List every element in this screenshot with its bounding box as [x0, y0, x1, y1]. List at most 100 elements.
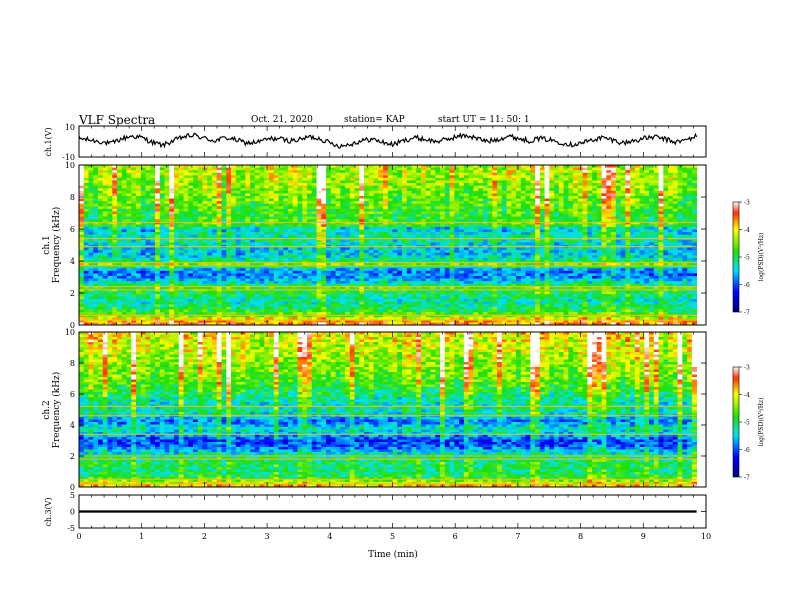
- ch1-spec-cell: [639, 201, 645, 205]
- ch1-spec-cell: [302, 180, 308, 184]
- ch1-spec-cell: [506, 214, 512, 218]
- ch1-spec-cell: [687, 185, 693, 189]
- ch1-spec-cell: [611, 226, 617, 230]
- ch1-spec-cell: [463, 255, 469, 259]
- ch1-spec-cell: [435, 216, 441, 220]
- ch1-spec-cell: [193, 250, 199, 254]
- ch1-spec-cell: [630, 203, 636, 207]
- ch1-spec-cell: [340, 234, 346, 238]
- ch1-spec-cell: [364, 221, 370, 225]
- ch1-spec-cell: [511, 234, 517, 238]
- ch1-spec-cell: [587, 165, 593, 168]
- ch1-spec-cell: [577, 242, 583, 246]
- ch1-spec-cell: [554, 167, 560, 171]
- ch1-spec-cell: [364, 193, 370, 197]
- ch1-spec-cell: [672, 232, 678, 236]
- ch1-spec-cell: [235, 214, 241, 218]
- ch1-spec-cell: [582, 208, 588, 212]
- ch1-spec-cell: [644, 229, 650, 233]
- ch1-spec-cell: [516, 257, 522, 261]
- ch1-spec-cell: [387, 170, 393, 174]
- ch1-spec-cell: [558, 242, 564, 246]
- ch1-spec-cell: [311, 247, 317, 251]
- ch1-spec-cell: [359, 185, 365, 189]
- ch1-spec-cell: [136, 234, 142, 238]
- ch1-spec-cell: [558, 183, 564, 187]
- ch1-spec-cell: [112, 211, 118, 215]
- ch1-spec-cell: [140, 206, 146, 210]
- ch1-spec-cell: [440, 177, 446, 181]
- ch1-spec-cell: [121, 234, 127, 238]
- ch1-spec-cell: [364, 190, 370, 194]
- ch1-spec-cell: [155, 234, 161, 238]
- ch1-spec-cell: [264, 232, 270, 236]
- ch1-spec-cell: [288, 167, 294, 171]
- ch1-spec-cell: [511, 193, 517, 197]
- ch1-spec-cell: [658, 165, 664, 168]
- ch1-spec-cell: [520, 214, 526, 218]
- ch1-spec-cell: [582, 252, 588, 256]
- ch1-spec-cell: [497, 242, 503, 246]
- ch1-spec-cell: [601, 232, 607, 236]
- ch1-spec-cell: [383, 234, 389, 238]
- ch1-spec-cell: [378, 190, 384, 194]
- ch1-spec-cell: [511, 250, 517, 254]
- ch1-spec-cell: [216, 193, 222, 197]
- ch1-spec-cell: [402, 229, 408, 233]
- ch1-spec-cell: [520, 177, 526, 181]
- ch1-spec-cell: [639, 234, 645, 238]
- ch1-spec-cell: [178, 175, 184, 179]
- ch1-spec-cell: [226, 239, 232, 243]
- ch1-spec-cell: [454, 190, 460, 194]
- ch1-spec-cell: [117, 260, 123, 264]
- ch1-spec-cell: [392, 165, 398, 168]
- ch1-spec-cell: [568, 221, 574, 225]
- ch1-spec-cell: [88, 172, 94, 176]
- ch1-spec-cell: [340, 188, 346, 192]
- ch1-spec-cell: [492, 165, 498, 168]
- ch1-spec-cell: [302, 211, 308, 215]
- ch1-spec-cell: [425, 257, 431, 261]
- ch1-spec-cell: [549, 229, 555, 233]
- ch1-spec-cell: [240, 211, 246, 215]
- ch1-spec-cell: [592, 183, 598, 187]
- ch1-spec-cell: [226, 232, 232, 236]
- ch1-spec-cell: [155, 214, 161, 218]
- ch1-spec-cell: [397, 193, 403, 197]
- ch1-spec-cell: [117, 170, 123, 174]
- ch1-spec-cell: [136, 247, 142, 251]
- ch1-spec-cell: [392, 252, 398, 256]
- ch1-spec-cell: [530, 214, 536, 218]
- ch1-spec-cell: [620, 224, 626, 228]
- ch1-spec-cell: [183, 221, 189, 225]
- ch1-spec-cell: [577, 183, 583, 187]
- ch1-spec-cell: [150, 211, 156, 215]
- ch1-spec-cell: [402, 216, 408, 220]
- ch1-spec-cell: [658, 198, 664, 202]
- ch1-spec-cell: [620, 226, 626, 230]
- ch1-spec-cell: [468, 201, 474, 205]
- ch1-spec-cell: [406, 208, 412, 212]
- ch1-spec-cell: [117, 242, 123, 246]
- ch1-spec-cell: [392, 216, 398, 220]
- ch1-spec-cell: [568, 219, 574, 223]
- ch1-spec-cell: [321, 234, 327, 238]
- ch1-spec-cell: [216, 219, 222, 223]
- ch1-spec-cell: [601, 214, 607, 218]
- ch1-spec-cell: [240, 183, 246, 187]
- ch1-spec-cell: [497, 252, 503, 256]
- ch1-spec-cell: [93, 219, 99, 223]
- ch1-spec-cell: [630, 193, 636, 197]
- ch1-spec-cell: [278, 229, 284, 233]
- ch1-spec-cell: [349, 229, 355, 233]
- ch1-spec-cell: [273, 260, 279, 264]
- ch1-spec-cell: [668, 180, 674, 184]
- ch1-spec-cell: [188, 180, 194, 184]
- ch1-spec-cell: [93, 255, 99, 259]
- ch1-spec-cell: [316, 183, 322, 187]
- ch1-spec-cell: [677, 255, 683, 259]
- ch1-spec-cell: [611, 193, 617, 197]
- ch1-spec-cell: [207, 247, 213, 251]
- ch1-spec-cell: [530, 195, 536, 199]
- ch1-spec-cell: [601, 255, 607, 259]
